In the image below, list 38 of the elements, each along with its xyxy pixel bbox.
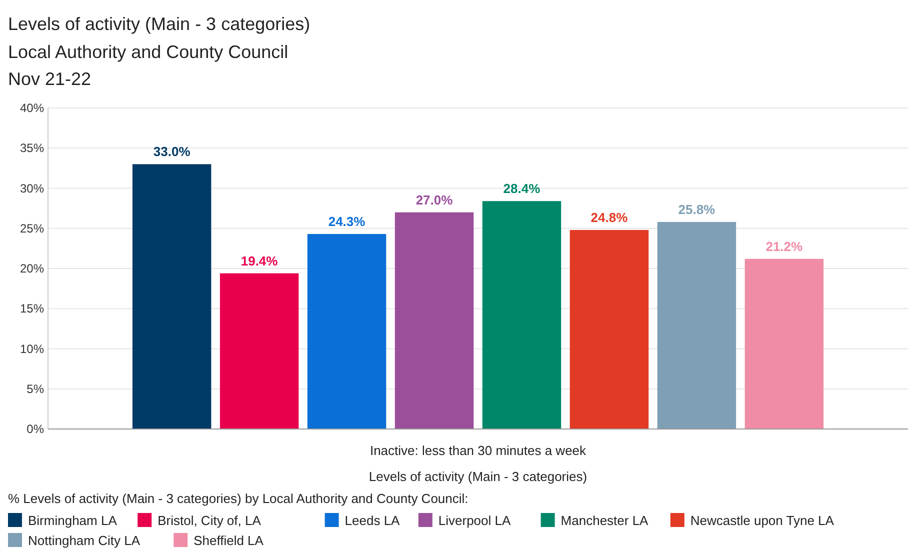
legend-label: Bristol, City of, LA: [158, 513, 262, 528]
bar: [307, 234, 386, 429]
bar: [132, 164, 212, 429]
legend-label: Birmingham LA: [28, 513, 118, 528]
chart-title: Levels of activity (Main - 3 categories): [8, 14, 310, 34]
x-tick-label: Inactive: less than 30 minutes a week: [370, 443, 587, 458]
data-label: 21.2%: [766, 238, 804, 254]
y-tick-label: 0%: [26, 422, 44, 436]
data-label: 24.8%: [590, 210, 628, 225]
y-tick-label: 35%: [20, 141, 44, 156]
y-tick-label: 5%: [26, 382, 44, 396]
bar: [482, 201, 562, 429]
legend-label: Leeds LA: [344, 513, 400, 528]
legend-label: Manchester LA: [560, 513, 649, 528]
legend-label: Sheffield LA: [194, 533, 264, 548]
y-tick-label: 40%: [20, 101, 44, 115]
legend-label: Nottingham City LA: [28, 533, 140, 548]
bar: [220, 273, 299, 429]
data-label: 25.8%: [678, 202, 716, 217]
bar: [570, 230, 649, 429]
y-tick-label: 20%: [20, 262, 44, 276]
bar: [744, 258, 824, 429]
data-label: 33.0%: [153, 144, 191, 160]
chart-subtitle: Local Authority and County Council Nov 21-22: [8, 42, 288, 89]
legend-label: Newcastle upon Tyne LA: [690, 513, 834, 528]
data-label: 24.3%: [328, 214, 366, 229]
y-tick-label: 30%: [20, 181, 44, 196]
y-tick-label: 10%: [20, 342, 44, 356]
x-axis-title: Levels of activity (Main - 3 categories): [368, 469, 588, 484]
data-label: 27.0%: [416, 192, 454, 208]
data-label: 28.4%: [503, 181, 541, 196]
legend-label: Liverpool LA: [438, 513, 511, 528]
bar: [657, 222, 736, 429]
data-label: 19.4%: [240, 253, 278, 268]
y-tick-label: 15%: [20, 302, 44, 316]
legend-title: % Levels of activity (Main - 3 categories) by Local Authority and County Council:: [8, 491, 468, 506]
y-tick-label: 25%: [20, 221, 44, 236]
bar: [394, 212, 474, 429]
